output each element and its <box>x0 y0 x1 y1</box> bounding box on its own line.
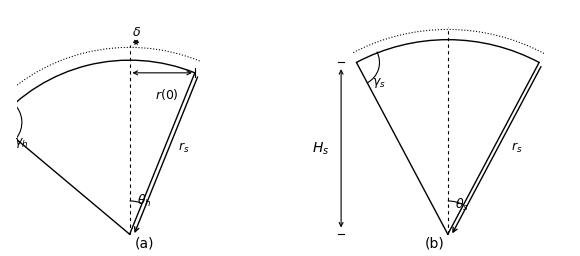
Text: $\gamma_s$: $\gamma_s$ <box>372 77 386 90</box>
Text: $\theta_s$: $\theta_s$ <box>455 197 469 213</box>
Text: $r(0)$: $r(0)$ <box>155 87 179 102</box>
Text: (b): (b) <box>425 237 445 251</box>
Text: (a): (a) <box>135 237 155 251</box>
Text: $\gamma_h$: $\gamma_h$ <box>14 136 28 150</box>
Text: $\delta$: $\delta$ <box>132 26 140 39</box>
Text: $r_s$: $r_s$ <box>512 141 523 155</box>
Text: $H_s$: $H_s$ <box>312 140 329 157</box>
Text: $r_s$: $r_s$ <box>177 141 189 155</box>
Text: $\theta_h$: $\theta_h$ <box>137 193 152 209</box>
